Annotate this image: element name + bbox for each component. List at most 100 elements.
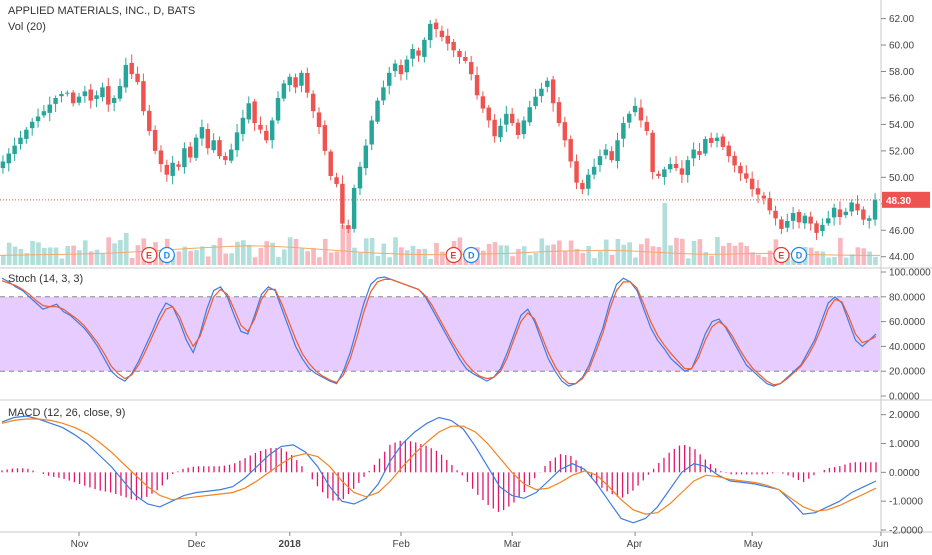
- candle-body: [586, 174, 591, 189]
- candle-body: [679, 168, 685, 175]
- volume-bar: [697, 239, 703, 265]
- candle-body: [773, 210, 778, 219]
- candle-body: [211, 140, 216, 151]
- volume-bar: [516, 248, 521, 265]
- event-marker-letter: D: [796, 251, 803, 261]
- volume-bar: [504, 245, 510, 265]
- candle-body: [12, 145, 17, 155]
- candle-body: [182, 148, 187, 168]
- event-marker-d-icon: [158, 246, 175, 264]
- candle-body: [258, 124, 263, 130]
- volume-bar: [270, 242, 275, 265]
- stoch-tick-label: 40.0000: [889, 342, 926, 353]
- volume-bar: [6, 242, 12, 265]
- volume-bar: [363, 238, 369, 265]
- candle-body: [468, 62, 474, 75]
- volume-bar: [18, 248, 24, 265]
- volume-bar: [679, 238, 685, 265]
- candle-body: [515, 122, 521, 135]
- candle-body: [562, 122, 568, 141]
- candle-body: [316, 112, 322, 128]
- candle-body: [697, 151, 702, 155]
- volume-bar: [393, 237, 398, 265]
- volume-bar: [340, 225, 346, 265]
- event-marker-letter: E: [146, 251, 152, 261]
- stoch-tick-label: 80.0000: [889, 292, 926, 303]
- volume-bar: [767, 250, 773, 265]
- candle-body: [650, 132, 655, 173]
- candle-body: [790, 213, 796, 221]
- volume-bar: [65, 245, 71, 265]
- volume-bar: [375, 255, 381, 265]
- volume-bar: [662, 203, 668, 265]
- candle-body: [346, 225, 351, 229]
- event-marker-d-icon: [463, 246, 480, 264]
- candle-body: [193, 137, 199, 158]
- volume-bar: [814, 251, 820, 265]
- candle-body: [94, 95, 99, 99]
- volume-bar: [12, 246, 18, 265]
- volume-bar: [217, 237, 223, 265]
- candle-body: [457, 51, 462, 57]
- candle-body: [176, 164, 181, 167]
- candle-body: [47, 104, 52, 113]
- price-tick-label: 58.00: [889, 67, 914, 78]
- candle-body: [556, 102, 562, 124]
- macd-tick-label: 1.0000: [889, 439, 920, 450]
- volume-bar: [791, 258, 796, 265]
- candle-body: [398, 65, 404, 75]
- volume-bar: [843, 257, 849, 265]
- candle-body: [591, 166, 597, 175]
- volume-bar: [77, 250, 82, 265]
- price-tick-label: 52.00: [889, 146, 914, 157]
- volume-bar: [404, 250, 410, 265]
- candle-body: [814, 223, 819, 233]
- event-marker-e-icon: [773, 246, 790, 264]
- candle-body: [53, 97, 58, 104]
- stoch-tick-label: 60.0000: [889, 317, 926, 328]
- volume-bar: [639, 244, 644, 265]
- candle-body: [550, 79, 556, 104]
- volume-bar: [311, 248, 316, 265]
- volume-bar: [586, 246, 591, 265]
- volume-bar: [299, 248, 305, 265]
- volume-bar: [621, 244, 627, 265]
- volume-bar: [200, 246, 205, 265]
- volume-bar: [334, 251, 340, 265]
- candle-body: [340, 183, 345, 224]
- candle-body: [603, 149, 609, 156]
- candle-body: [117, 86, 123, 99]
- candle-body: [480, 96, 486, 109]
- candle-body: [855, 203, 860, 211]
- volume-bar: [674, 237, 679, 265]
- candle-body: [152, 130, 158, 151]
- volume-bar: [387, 257, 392, 265]
- volume-bar: [557, 240, 562, 265]
- candle-body: [568, 139, 573, 162]
- candle-body: [785, 220, 790, 228]
- candle-body: [363, 145, 369, 169]
- candle-body: [158, 150, 164, 165]
- volume-bar: [510, 256, 515, 265]
- volume-bar: [30, 240, 35, 265]
- volume-bar: [592, 258, 597, 265]
- volume-bar: [399, 247, 404, 265]
- volume-bar: [744, 245, 750, 265]
- volume-bar: [480, 250, 486, 265]
- candle-body: [334, 177, 339, 184]
- candle-body: [597, 156, 603, 166]
- time-tick-label: Jun: [873, 539, 889, 550]
- price-tick-label: 46.00: [889, 226, 914, 237]
- candle-body: [673, 163, 679, 169]
- volume-bar: [545, 245, 551, 265]
- candle-body: [703, 138, 708, 154]
- volume-bar: [287, 237, 293, 265]
- candle-body: [808, 216, 813, 224]
- volume-bar: [36, 242, 41, 265]
- volume-bar: [176, 251, 182, 265]
- candle-body: [100, 87, 105, 98]
- candle-body: [667, 164, 673, 170]
- volume-bar: [720, 245, 726, 265]
- volume-bar: [486, 243, 492, 265]
- volume-bar: [574, 248, 580, 265]
